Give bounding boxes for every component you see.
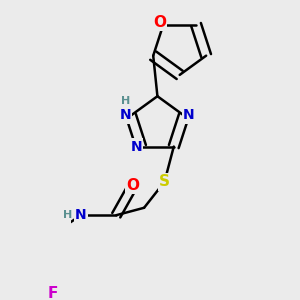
Text: H: H <box>63 210 73 220</box>
Text: N: N <box>120 109 131 122</box>
Text: O: O <box>127 178 140 193</box>
Text: N: N <box>130 140 142 154</box>
Text: F: F <box>48 286 58 300</box>
Text: H: H <box>121 96 130 106</box>
Text: O: O <box>153 15 166 30</box>
Text: S: S <box>159 174 170 189</box>
Text: N: N <box>183 109 194 122</box>
Text: N: N <box>75 208 87 222</box>
